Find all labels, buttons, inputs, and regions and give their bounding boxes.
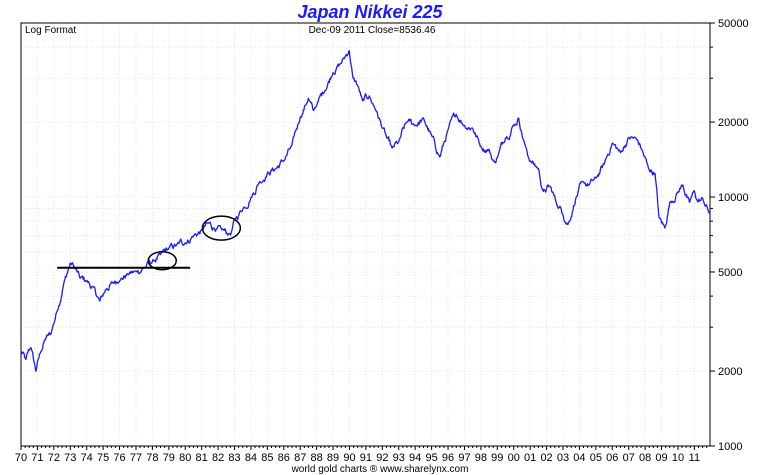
x-tick-label-08: 08 [639,452,651,464]
close-info: Dec-09 2011 Close=8536.46 [309,25,436,36]
x-tick-label-00: 00 [508,452,520,464]
x-tick-label-86: 86 [278,452,290,464]
chart-title: Japan Nikkei 225 [297,2,443,22]
x-tick-label-82: 82 [212,452,224,464]
chart-footer: world gold charts ® www.sharelynx.com [291,464,469,475]
x-tick-label-11: 11 [689,452,700,464]
y-tick-label-2000: 2000 [718,366,742,378]
x-tick-label-91: 91 [360,452,372,464]
x-tick-label-83: 83 [228,452,240,464]
x-tick-label-95: 95 [425,452,437,464]
x-tick-label-90: 90 [343,452,355,464]
x-tick-label-84: 84 [245,452,257,464]
grid-layer [21,23,710,446]
x-tick-label-80: 80 [179,452,191,464]
x-tick-label-99: 99 [491,452,503,464]
x-tick-label-88: 88 [311,452,323,464]
x-tick-label-74: 74 [81,452,93,464]
y-tick-label-5000: 5000 [718,267,742,279]
x-tick-label-75: 75 [97,452,109,464]
x-tick-label-93: 93 [393,452,405,464]
x-tick-label-77: 77 [130,452,142,464]
x-tick-label-87: 87 [294,452,306,464]
highlight-ellipse-2 [201,215,242,241]
y-tick-label-1000: 1000 [718,441,742,453]
x-axis: 70 71 72 73 74 75 76 77 78 79 80 81 82 83 84 85 86 87 88 89… [15,446,708,464]
x-tick-label-85: 85 [261,452,273,464]
x-tick-label-89: 89 [327,452,339,464]
x-tick-label-10: 10 [672,452,684,464]
x-tick-label-79: 79 [163,452,175,464]
x-tick-label-73: 73 [64,452,76,464]
x-tick-label-07: 07 [623,452,635,464]
y-axis: 1000 2000 5000 10000 20000 50000 [710,18,749,453]
x-tick-label-81: 81 [196,452,208,464]
x-tick-label-02: 02 [540,452,552,464]
highlight-ellipse-1 [147,250,177,271]
x-tick-label-71: 71 [31,452,43,464]
x-tick-label-94: 94 [409,452,421,464]
x-tick-label-97: 97 [458,452,470,464]
y-tick-label-50000: 50000 [718,18,749,30]
x-tick-label-03: 03 [557,452,569,464]
annotation-layer [57,215,242,271]
scale-label: Log Format [25,25,76,36]
x-tick-label-92: 92 [376,452,388,464]
y-tick-label-10000: 10000 [718,192,749,204]
x-tick-label-01: 01 [524,452,536,464]
x-tick-label-78: 78 [146,452,158,464]
x-tick-label-06: 06 [606,452,618,464]
x-tick-label-09: 09 [655,452,667,464]
series-line-nikkei [20,50,711,372]
x-tick-label-96: 96 [442,452,454,464]
x-tick-label-05: 05 [590,452,602,464]
x-tick-label-76: 76 [113,452,125,464]
x-tick-label-72: 72 [48,452,60,464]
y-tick-label-20000: 20000 [718,117,749,129]
x-tick-label-04: 04 [573,452,585,464]
x-tick-label-98: 98 [475,452,487,464]
x-tick-label-70: 70 [15,452,27,464]
